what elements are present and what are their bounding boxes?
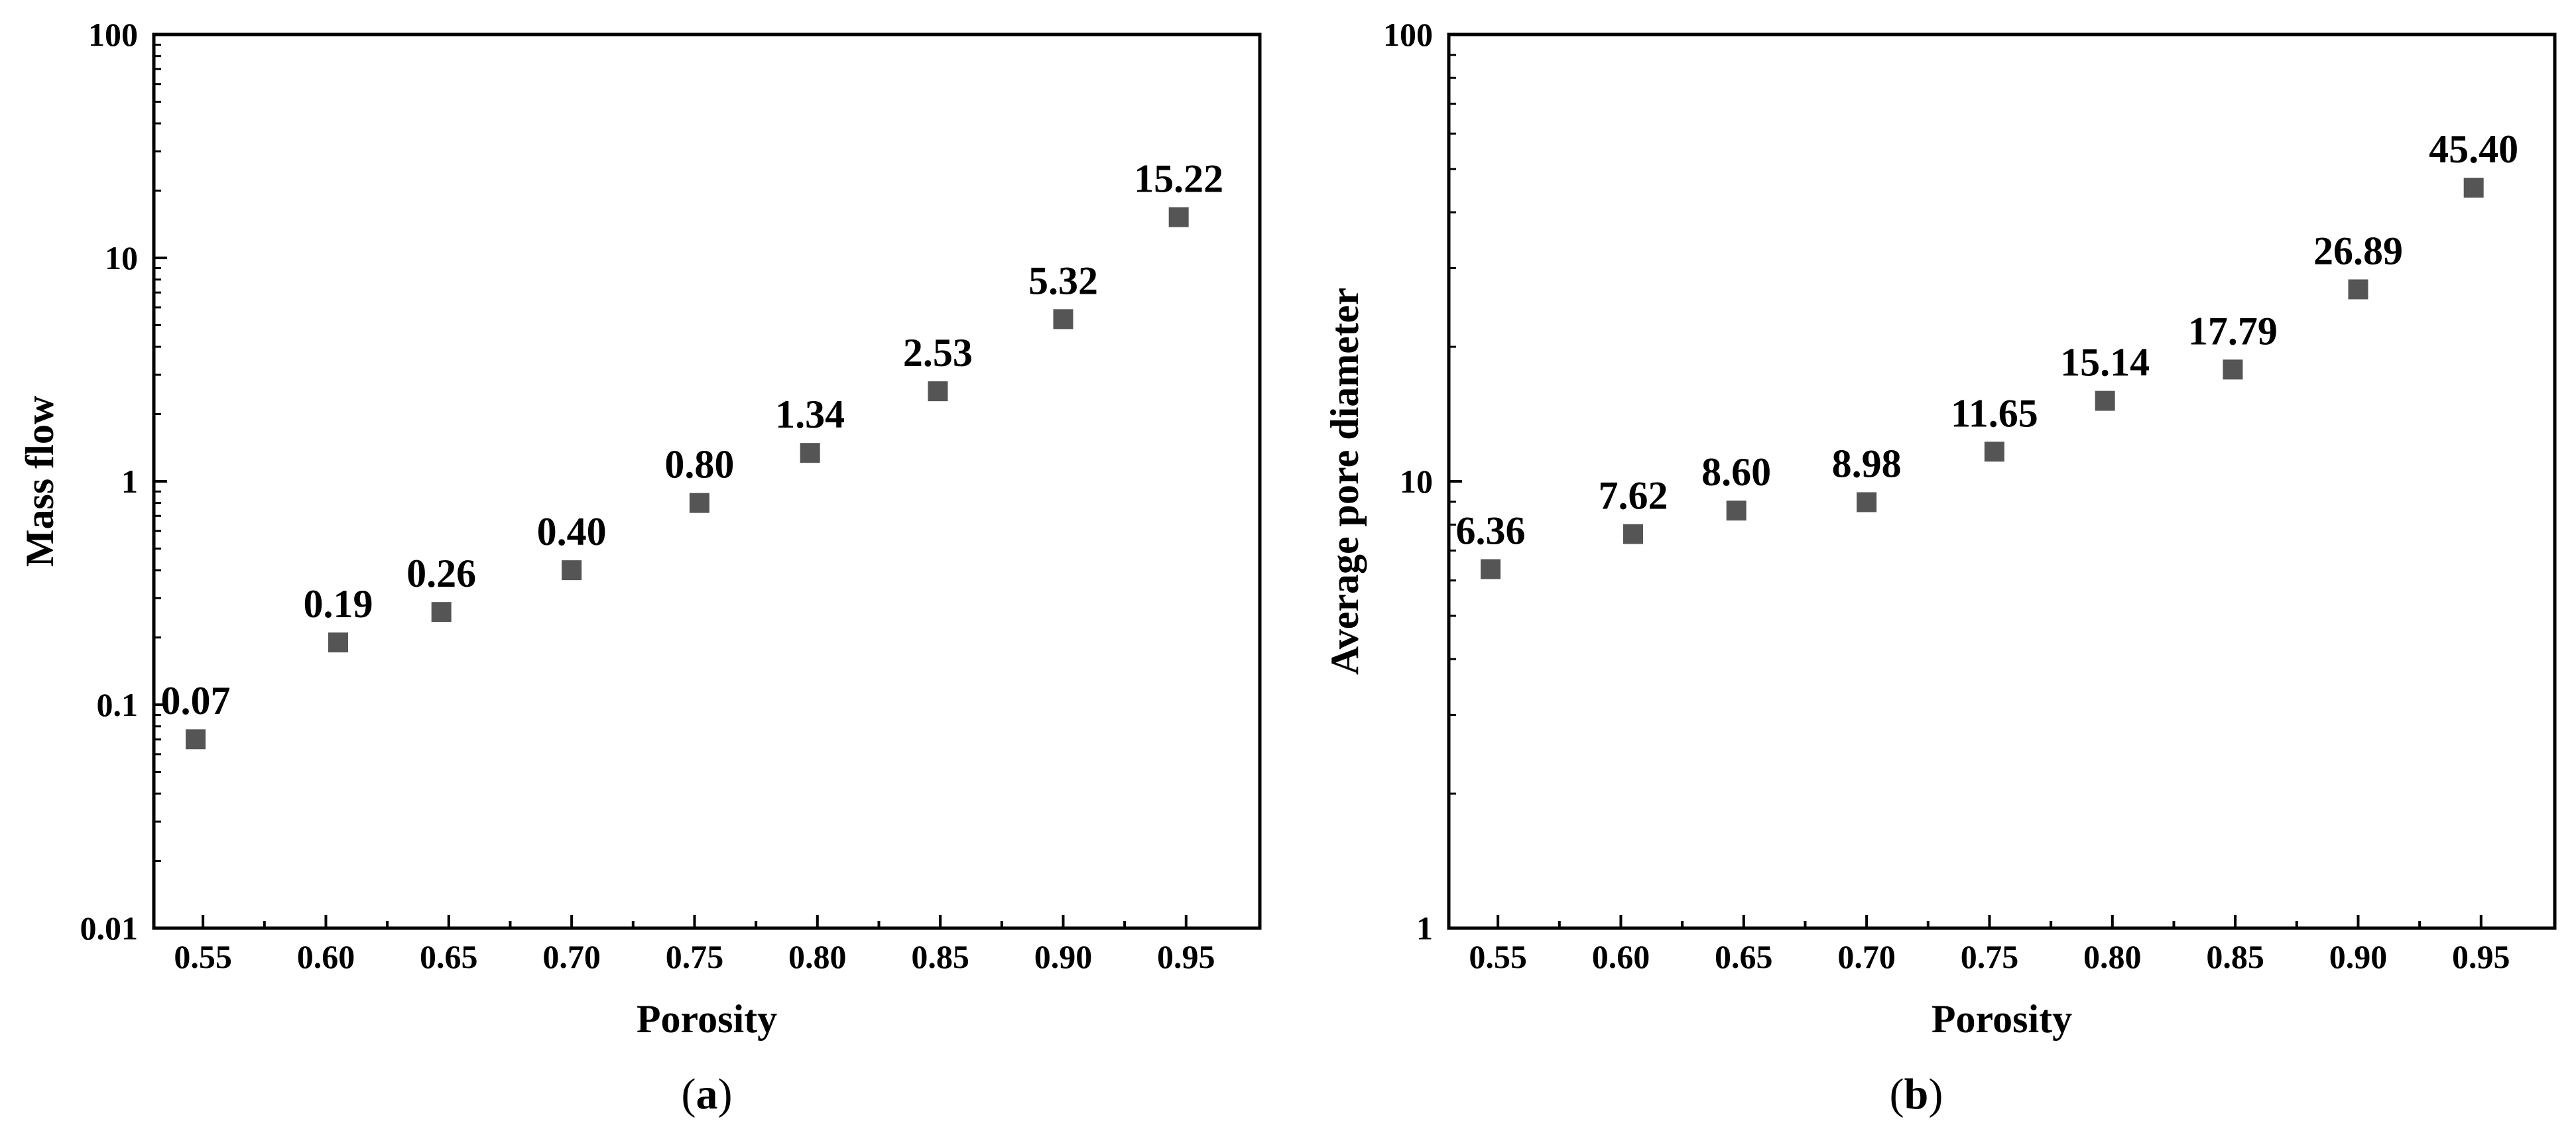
panel-b-y-axis-title: Average pore diameter	[1323, 288, 1367, 675]
panel-a-x-axis-title: Porosity	[637, 997, 777, 1041]
panel-b-data-label: 6.36	[1456, 508, 1526, 552]
panel-a-data-point	[689, 493, 709, 513]
panel-a-x-tick-label: 0.85	[911, 938, 969, 975]
panel-a-mass-flow-chart: 0.55 0.60 0.65 0.70 0.75 0.80 0.85 0.90 0.95 0.0…	[18, 16, 1262, 1118]
panel-a-data-label: 1.34	[775, 392, 845, 436]
panel-b-y-tick-label: 100	[1383, 16, 1433, 53]
panel-b-y-ticks: 1 10 100	[1383, 16, 1462, 947]
panel-a-data-point	[800, 443, 820, 463]
panel-a-data-label: 5.32	[1028, 259, 1098, 302]
panel-b-data-label: 8.98	[1832, 442, 1902, 485]
panel-a-data-point	[928, 381, 948, 402]
panel-a-data-point	[328, 632, 348, 653]
panel-a-label: (a)	[682, 1070, 733, 1118]
panel-a-x-tick-label: 0.75	[666, 938, 724, 975]
panel-b-x-ticks: 0.55 0.60 0.65 0.70 0.75 0.80 0.85 0.90 0.95	[1469, 915, 2510, 975]
panel-a-data-point	[1053, 309, 1073, 329]
panel-b-data-point	[1623, 524, 1643, 544]
panel-b-data-point	[2095, 390, 2115, 411]
panel-a-data-point	[562, 560, 582, 581]
panel-a-y-tick-label: 0.1	[97, 686, 139, 723]
panel-b-x-tick-label: 0.65	[1715, 938, 1773, 975]
panel-b-x-tick-label: 0.80	[2083, 938, 2142, 975]
panel-a-y-tick-label: 0.01	[80, 910, 139, 947]
panel-a-data-label: 0.40	[537, 510, 607, 554]
panel-a-x-ticks: 0.55 0.60 0.65 0.70 0.75 0.80 0.85 0.90 0.95	[174, 915, 1215, 975]
panel-a-y-ticks: 0.01 0.1 1 10 100	[80, 16, 167, 947]
panel-b-data-label: 11.65	[1951, 391, 2038, 435]
panel-b-x-tick-label: 0.60	[1592, 938, 1650, 975]
panel-b-data-label: 26.89	[2313, 229, 2403, 272]
panel-b-x-tick-label: 0.85	[2206, 938, 2264, 975]
panel-b-data-point	[1857, 492, 1877, 512]
panel-a-data-point	[186, 729, 206, 750]
panel-b-data-labels: 6.36 7.62 8.60 8.98 11.65 15.14 17.79 26.89 45.4…	[1456, 127, 2519, 552]
panel-b-data-point	[1726, 501, 1747, 521]
panel-a-data-labels: 0.07 0.19 0.26 0.40 0.80 1.34 2.53 5.32 15.22	[161, 157, 1224, 723]
panel-a-y-tick-label: 1	[121, 463, 138, 500]
panel-b-x-tick-label: 0.75	[1961, 938, 2019, 975]
panel-a-y-tick-label: 10	[105, 239, 138, 276]
panel-a-y-axis-title: Mass flow	[18, 395, 62, 567]
panel-a-markers	[186, 207, 1189, 750]
panel-b-x-tick-label: 0.70	[1837, 938, 1896, 975]
panel-b-data-label: 17.79	[2188, 309, 2278, 353]
panel-b-markers	[1481, 178, 2484, 579]
panel-b-data-point	[2348, 279, 2368, 300]
panel-b-data-label: 45.40	[2429, 127, 2518, 171]
panel-a-data-point	[431, 602, 452, 623]
panel-b-data-point	[1481, 559, 1501, 579]
panel-a-x-tick-label: 0.60	[297, 938, 355, 975]
panel-b-y-tick-label: 1	[1416, 910, 1433, 947]
panel-b-x-axis-title: Porosity	[1932, 997, 2072, 1041]
panel-b-data-label: 7.62	[1599, 474, 1668, 518]
panel-a-x-tick-label: 0.95	[1157, 938, 1215, 975]
panel-a-data-point	[1168, 207, 1189, 227]
panel-a-data-label: 15.22	[1134, 157, 1223, 201]
panel-a-x-tick-label: 0.90	[1034, 938, 1093, 975]
panel-a-data-label: 0.19	[304, 582, 373, 626]
panel-b-y-tick-label: 10	[1400, 463, 1433, 500]
panel-b-data-label: 15.14	[2060, 341, 2150, 385]
panel-b-x-tick-label: 0.90	[2329, 938, 2388, 975]
panel-a-x-tick-label: 0.70	[542, 938, 601, 975]
panel-b-data-point	[1984, 442, 2004, 462]
panel-a-x-tick-label: 0.80	[788, 938, 847, 975]
panel-a-data-label: 0.26	[406, 552, 476, 595]
panel-a-x-tick-label: 0.65	[420, 938, 478, 975]
panel-a-data-label: 0.07	[161, 679, 231, 723]
panel-a-data-label: 2.53	[903, 331, 973, 375]
panel-a-y-tick-label: 100	[88, 16, 138, 53]
panel-b-data-point	[2223, 359, 2243, 380]
panel-a-data-label: 0.80	[664, 443, 734, 487]
panel-b-x-tick-label: 0.95	[2452, 938, 2510, 975]
panel-b-label: (b)	[1890, 1070, 1943, 1118]
panel-a-x-tick-label: 0.55	[174, 938, 232, 975]
panel-b-data-point	[2463, 178, 2484, 198]
panel-b-pore-diameter-chart: 0.55 0.60 0.65 0.70 0.75 0.80 0.85 0.90 0.95 1 10…	[1323, 16, 2557, 1118]
panel-b-x-tick-label: 0.55	[1469, 938, 1527, 975]
panel-b-data-label: 8.60	[1701, 450, 1771, 494]
